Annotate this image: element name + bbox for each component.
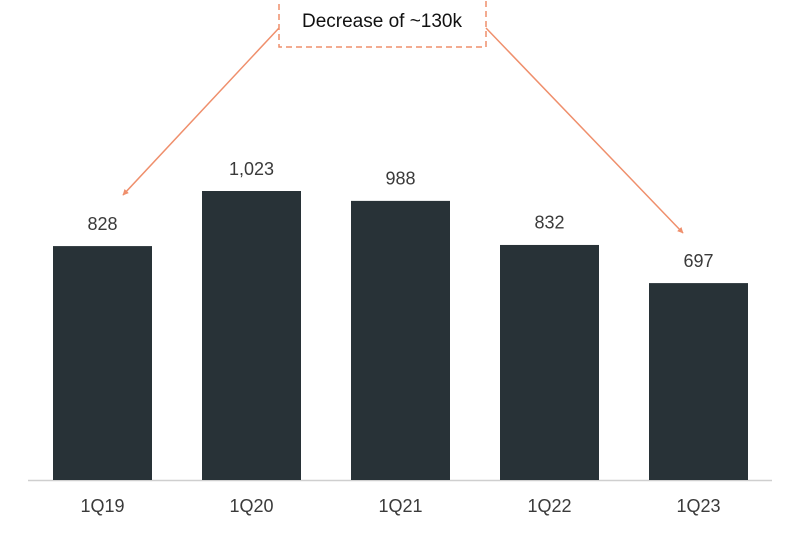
value-label: 697: [683, 251, 713, 271]
x-tick-label: 1Q20: [229, 496, 273, 516]
bar: [649, 283, 748, 480]
x-tick-label: 1Q21: [378, 496, 422, 516]
value-label: 828: [87, 214, 117, 234]
value-label: 988: [385, 169, 415, 189]
x-tick-label: 1Q23: [676, 496, 720, 516]
x-tick-label: 1Q22: [527, 496, 571, 516]
bar: [500, 244, 599, 480]
annotation-arrow: [122, 27, 280, 196]
value-label: 1,023: [229, 159, 274, 179]
x-tick-label: 1Q19: [80, 496, 124, 516]
annotation-text: Decrease of ~130k: [302, 11, 463, 32]
value-label: 832: [534, 213, 564, 233]
bar: [351, 200, 450, 481]
annotation-arrow: [485, 27, 684, 234]
bar: [202, 191, 301, 480]
bar: [53, 246, 152, 480]
annotation-box: [278, 0, 487, 48]
